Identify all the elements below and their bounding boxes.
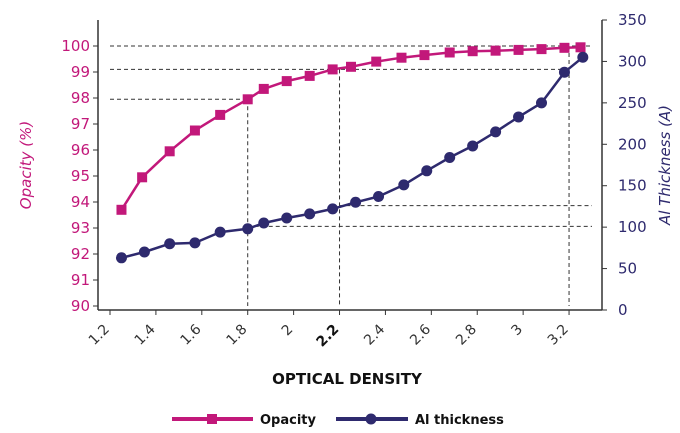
data-point-opacity — [467, 46, 478, 57]
y-right-tick-label: 0 — [618, 301, 628, 319]
data-point-al-thickness — [304, 208, 316, 220]
data-point-opacity — [137, 172, 148, 183]
legend: Opacity Al thickness — [172, 413, 504, 428]
data-point-opacity — [258, 83, 269, 94]
data-point-al-thickness — [281, 212, 293, 224]
data-point-al-thickness — [398, 179, 410, 191]
data-point-opacity — [513, 44, 524, 55]
data-point-al-thickness — [421, 165, 433, 177]
data-point-opacity — [444, 47, 455, 58]
x-tick-label: 3 — [508, 322, 526, 340]
data-point-opacity — [281, 76, 292, 87]
x-tick-label: 2.2 — [313, 322, 342, 351]
axes — [97, 20, 603, 311]
y-left-tick-label: 97 — [71, 115, 90, 133]
data-point-al-thickness — [444, 152, 456, 164]
data-point-al-thickness — [258, 217, 270, 229]
y-right-tick-label: 250 — [618, 94, 647, 112]
legend-item-opacity: Opacity — [172, 413, 317, 428]
data-point-al-thickness — [242, 223, 254, 235]
x-tick-label: 1.6 — [178, 321, 205, 348]
legend-marker-al-thickness — [365, 413, 377, 425]
data-point-opacity — [536, 44, 547, 55]
x-tick-label: 1.8 — [223, 322, 250, 349]
y-right-tick-label: 50 — [618, 260, 637, 278]
data-point-al-thickness — [189, 237, 201, 249]
y-axis-label-right: Al Thickness (A) — [656, 105, 674, 226]
data-point-opacity — [304, 70, 315, 81]
y-left-tick-label: 100 — [61, 37, 90, 55]
x-tick-label: 1.4 — [132, 321, 159, 348]
data-point-al-thickness — [490, 126, 502, 138]
series-lines — [120, 46, 584, 260]
y-right-tick-label: 350 — [618, 11, 647, 29]
y-left-tick-label: 95 — [71, 167, 90, 185]
legend-label-al-thickness: Al thickness — [415, 413, 504, 428]
x-tick-label: 2.8 — [453, 322, 480, 349]
data-point-opacity — [371, 56, 382, 67]
x-tick-label: 2 — [279, 322, 297, 340]
data-point-al-thickness — [558, 66, 570, 78]
y-left-tick-label: 94 — [71, 193, 90, 211]
y-axis-label-left: Opacity (%) — [17, 121, 35, 209]
legend-marker-opacity — [207, 414, 217, 424]
data-point-al-thickness — [115, 252, 127, 264]
y-right-tick-label: 150 — [618, 177, 647, 195]
data-point-al-thickness — [513, 111, 525, 123]
data-point-opacity — [215, 109, 226, 120]
data-point-al-thickness — [214, 226, 226, 238]
data-point-opacity — [242, 94, 253, 105]
data-point-opacity — [559, 42, 570, 53]
data-point-opacity — [490, 45, 501, 56]
data-point-al-thickness — [536, 97, 548, 109]
y-right-tick-label: 100 — [618, 218, 647, 236]
series-markers — [115, 42, 589, 264]
data-point-opacity — [346, 61, 356, 72]
y-right-tick-label: 300 — [618, 52, 647, 70]
y-right-tick-label: 200 — [618, 135, 647, 153]
data-point-opacity — [116, 204, 127, 215]
x-tick-label: 2.4 — [361, 321, 388, 348]
data-point-opacity — [575, 42, 586, 53]
data-point-opacity — [164, 146, 175, 157]
data-point-al-thickness — [373, 190, 385, 202]
x-tick-label: 2.6 — [407, 321, 434, 348]
y-left-tick-label: 91 — [71, 271, 90, 289]
x-axis-label: OPTICAL DENSITY — [272, 370, 423, 388]
series-line-al-thickness — [121, 56, 584, 260]
data-point-al-thickness — [138, 246, 150, 258]
legend-item-al-thickness: Al thickness — [336, 413, 504, 428]
reference-lines — [110, 45, 592, 306]
legend-label-opacity: Opacity — [260, 413, 317, 428]
data-point-al-thickness — [350, 196, 362, 208]
y-left-tick-label: 98 — [71, 89, 90, 107]
data-point-al-thickness — [467, 140, 479, 152]
y-left-tick-label: 93 — [71, 219, 90, 237]
data-point-al-thickness — [577, 51, 589, 63]
data-point-opacity — [419, 50, 430, 61]
y-left-tick-label: 96 — [71, 141, 90, 159]
y-left-tick-label: 90 — [71, 297, 90, 315]
data-point-al-thickness — [164, 238, 176, 250]
x-tick-label: 1.2 — [86, 322, 113, 349]
data-point-al-thickness — [327, 203, 339, 215]
data-point-opacity — [327, 64, 338, 75]
data-point-opacity — [396, 52, 407, 63]
x-tick-label: 3.2 — [545, 322, 572, 349]
y-left-tick-label: 92 — [71, 245, 90, 263]
y-left-tick-label: 99 — [71, 63, 90, 81]
data-point-opacity — [189, 125, 200, 136]
